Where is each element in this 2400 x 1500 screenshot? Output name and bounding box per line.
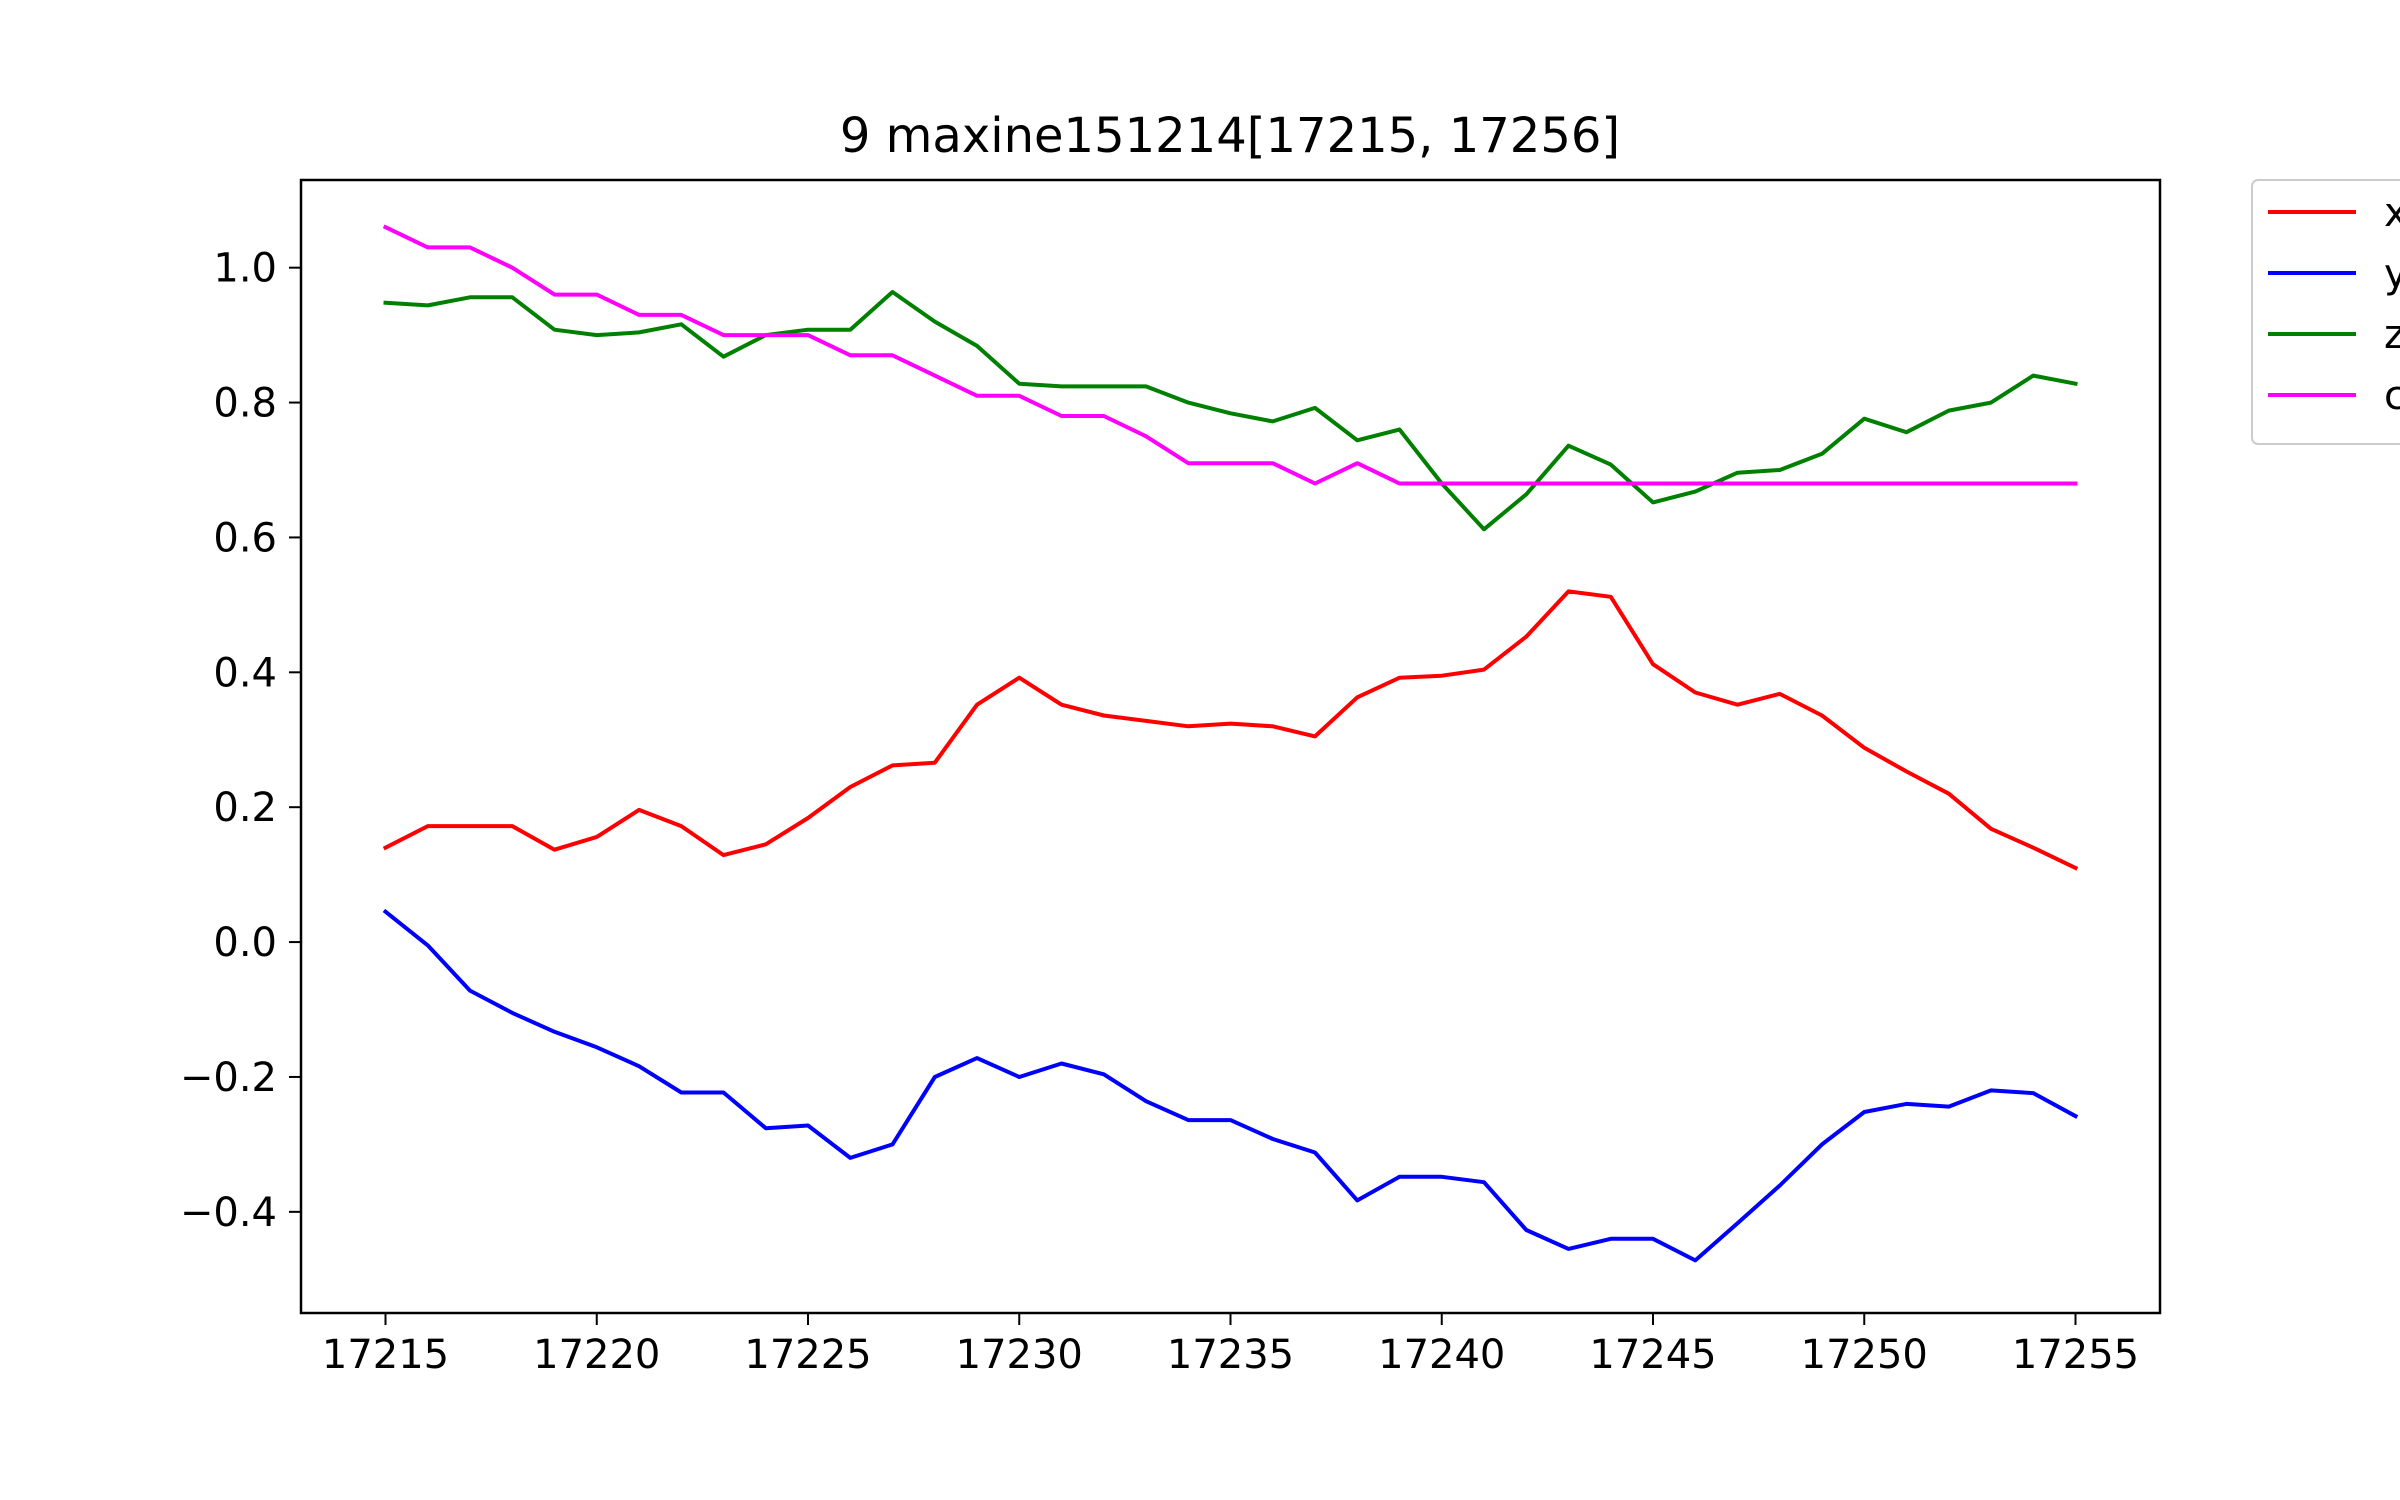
x-tick-label: 17245 [1589,1332,1716,1378]
y-tick-label: 0.0 [213,920,277,966]
legend-label-z: z [2384,312,2400,358]
y-axis: −0.4 −0.2 0.0 0.2 0.4 0.6 0.8 1.0 [180,246,301,1236]
x-axis: 17215 17220 17225 17230 17235 17240 17245 17250… [322,1313,2139,1378]
legend-label-x: x [2384,190,2400,236]
x-tick-label: 17225 [744,1332,871,1378]
y-tick-label: 1.0 [213,246,277,292]
x-tick-label: 17240 [1378,1332,1505,1378]
legend-label-c: c [2384,373,2400,419]
series-line-z [383,290,2078,532]
x-tick-label: 17215 [322,1332,449,1378]
x-tick-label: 17250 [1801,1332,1928,1378]
y-tick-label: −0.2 [180,1055,277,1101]
series-line-y [382,908,2079,1263]
legend-box [2251,179,2400,445]
y-tick-label: 0.4 [213,650,277,696]
y-tick-label: 0.8 [213,381,277,427]
x-tick-label: 17230 [956,1332,1083,1378]
x-tick-label: 17255 [2012,1332,2139,1378]
x-tick-label: 17220 [533,1332,660,1378]
legend-label-y: y [2384,251,2400,297]
x-tick-label: 17235 [1167,1332,1294,1378]
y-tick-label: −0.4 [180,1190,277,1236]
series-line-x [382,589,2079,871]
chart-title: 9 maxine151214[17215, 17256] [840,108,1620,164]
series-line-c [382,224,2078,486]
y-tick-label: 0.6 [213,515,277,561]
y-tick-label: 0.2 [213,785,277,831]
series-layer [382,224,2079,1263]
